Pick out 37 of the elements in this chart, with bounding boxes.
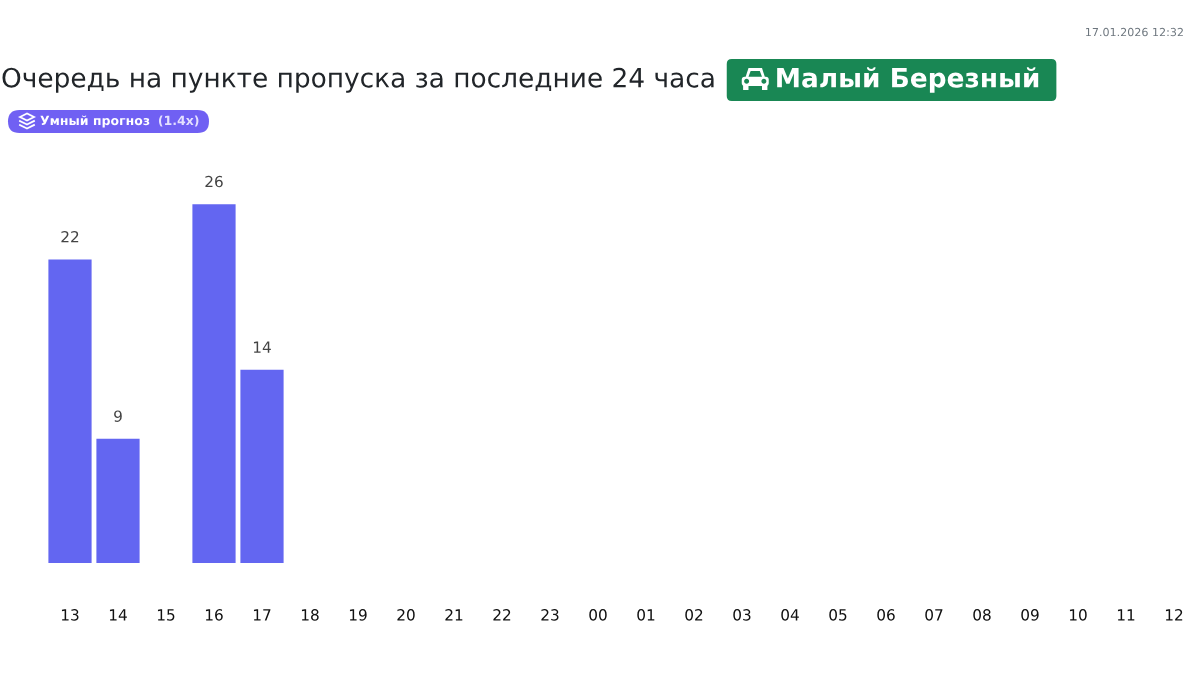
x-tick-label: 17 xyxy=(253,609,271,621)
x-tick-label: 03 xyxy=(733,609,751,621)
bar xyxy=(96,438,140,563)
x-tick-label: 11 xyxy=(1117,609,1135,621)
chart-subtitle: Малый Березный xyxy=(777,67,1039,93)
x-tick-label: 23 xyxy=(541,609,559,621)
x-tick-label: 10 xyxy=(1069,609,1087,621)
x-tick-label: 12 xyxy=(1165,609,1183,621)
text: (1.4x) xyxy=(158,115,199,127)
x-tick-label: 07 xyxy=(925,609,943,621)
x-tick-label: 22 xyxy=(493,609,511,621)
chart-title: Очередь на пункте пропуска за последние 24 часа xyxy=(2,67,714,93)
text: Умный прогноз xyxy=(40,115,150,128)
x-tick-label: 16 xyxy=(205,609,223,621)
data-label: 9 xyxy=(114,410,122,422)
x-tick-label: 04 xyxy=(781,609,799,621)
x-tick-label: 20 xyxy=(397,609,415,621)
x-tick-label: 05 xyxy=(829,609,847,621)
bar xyxy=(192,204,236,563)
x-tick-label: 08 xyxy=(973,609,991,621)
x-tick-label: 18 xyxy=(301,609,319,621)
x-tick-label: 14 xyxy=(109,609,127,621)
x-tick-label: 19 xyxy=(349,609,367,621)
x-tick-label: 15 xyxy=(157,609,175,621)
x-tick-label: 02 xyxy=(685,609,703,621)
x-tick-label: 13 xyxy=(61,609,79,621)
x-tick-label: 09 xyxy=(1021,609,1039,621)
bar xyxy=(48,259,92,563)
x-tick-label: 01 xyxy=(637,609,655,621)
data-label: 26 xyxy=(205,175,223,188)
bar xyxy=(240,369,284,563)
x-tick-label: 06 xyxy=(877,609,895,621)
data-label: 14 xyxy=(253,341,271,353)
x-tick-label: 21 xyxy=(445,609,463,621)
text: 17.01.2026 12:32 xyxy=(1086,27,1183,37)
data-label: 22 xyxy=(61,230,79,243)
x-tick-label: 00 xyxy=(589,609,607,621)
